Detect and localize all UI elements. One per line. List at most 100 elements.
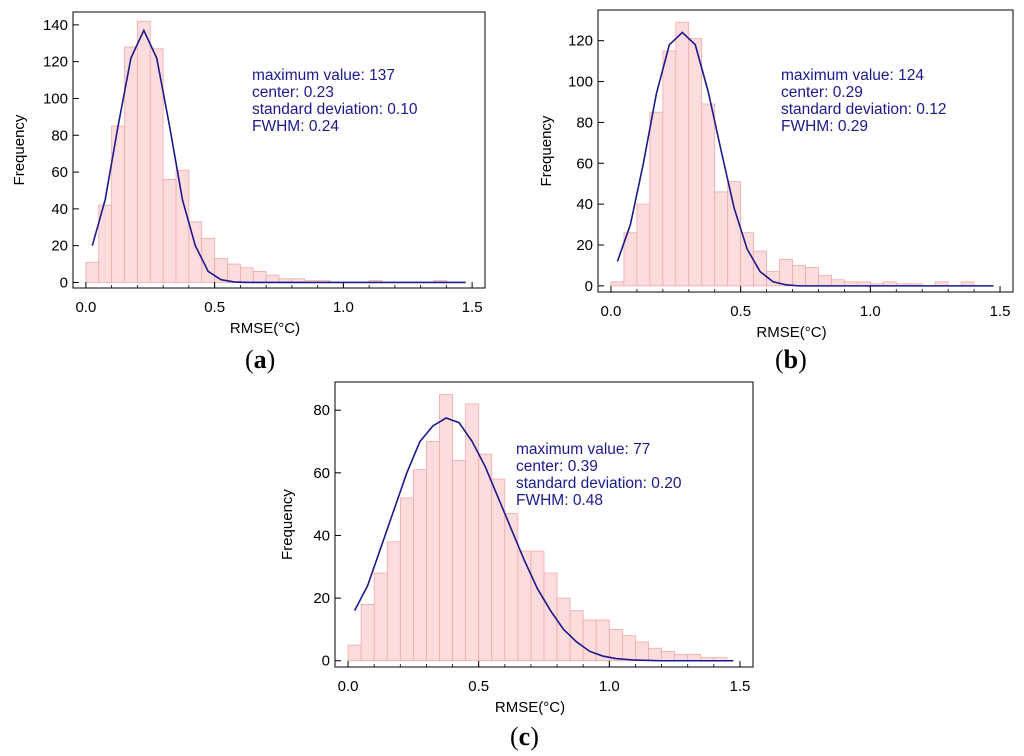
histogram-bar	[661, 650, 676, 662]
x-tick-label: 1.5	[990, 303, 1011, 320]
y-tick-label: 0	[60, 274, 68, 291]
histogram-bar	[674, 654, 689, 662]
panel-label-letter: b	[784, 345, 798, 374]
y-tick-label: 80	[313, 402, 330, 419]
annotation-line: FWHM: 0.48	[516, 492, 603, 509]
histogram-bar	[426, 441, 440, 662]
histogram-bar	[201, 237, 216, 283]
y-tick-label: 0	[585, 278, 593, 295]
gaussian-fit-line	[353, 417, 734, 662]
histogram-bar	[399, 497, 414, 662]
histogram-bar	[439, 394, 453, 662]
y-tick-label: 60	[576, 155, 593, 172]
annotation-line: standard deviation: 0.12	[781, 101, 946, 118]
annotation-line: maximum value: 77	[516, 441, 650, 458]
histogram-bar	[831, 279, 845, 287]
gaussian-fit-line	[91, 28, 466, 284]
panel-label-letter: c	[519, 722, 531, 751]
histogram-bar	[136, 20, 151, 283]
histogram-bar	[265, 274, 280, 283]
histogram-bar	[648, 647, 662, 662]
panel-label-close: )	[267, 345, 276, 374]
histogram-bar	[504, 513, 519, 662]
annotation-line: maximum value: 124	[781, 67, 924, 84]
annotation-line: FWHM: 0.24	[252, 118, 339, 135]
annotation-line: FWHM: 0.29	[781, 118, 868, 135]
histogram-bar	[582, 619, 597, 662]
panel-a: 0.0 0.5 1.0 1.5 0 20 40 60 80 100 120 140 RMSE(°C) Fr…	[11, 11, 486, 374]
panel-label-open: (	[510, 722, 519, 751]
histogram-bar	[621, 635, 636, 662]
annotation-line: center: 0.29	[781, 84, 863, 101]
histogram-bar	[386, 541, 401, 662]
histogram-bar	[373, 572, 388, 662]
x-tick-label: 0.0	[338, 678, 359, 695]
histogram-bar	[412, 469, 427, 662]
histogram-bar	[610, 281, 625, 287]
y-axis-label: Frequency	[538, 115, 555, 186]
histogram-bar	[85, 261, 100, 283]
x-axis-label: RMSE(°C)	[756, 324, 826, 341]
histogram-bar	[805, 267, 819, 287]
y-tick-label: 100	[43, 90, 68, 107]
panel-c: 0.0 0.5 1.0 1.5 0 20 40 60 80 RMSE(°C) Frequency ma…	[279, 381, 754, 751]
y-tick-label: 60	[313, 465, 330, 482]
histogram-bar	[688, 38, 703, 287]
histogram-bar	[608, 629, 623, 662]
histogram-bar	[714, 191, 729, 287]
plot-frame	[597, 9, 1014, 293]
panel-label: (a)	[245, 345, 275, 374]
annotation-line: maximum value: 137	[252, 67, 395, 84]
histogram-bar	[753, 250, 768, 287]
histogram-bar	[569, 610, 584, 662]
panel-label-open: (	[775, 345, 784, 374]
gaussian-fit-line	[616, 31, 994, 287]
histogram-bar	[517, 550, 532, 662]
histogram-bar	[636, 203, 651, 287]
x-tick-label: 1.0	[599, 678, 620, 695]
histogram-bar	[149, 48, 164, 283]
x-tick-label: 1.0	[333, 299, 354, 316]
y-tick-label: 100	[568, 74, 593, 91]
y-axis-label: Frequency	[11, 114, 28, 185]
histogram-bar	[792, 265, 806, 287]
histogram-bar	[162, 179, 177, 283]
plot-frame	[72, 11, 486, 289]
histogram-bar	[675, 21, 690, 287]
histogram-bar	[662, 50, 677, 287]
x-tick-label: 0.5	[204, 299, 225, 316]
histogram-bar	[227, 263, 241, 283]
x-tick-label: 0.5	[730, 303, 751, 320]
bars	[610, 21, 975, 287]
y-tick-label: 60	[51, 164, 68, 181]
y-tick-label: 80	[51, 127, 68, 144]
histogram-bar	[740, 232, 755, 287]
plot-frame	[334, 381, 754, 668]
histogram-bar	[175, 169, 190, 283]
histogram-bar	[635, 641, 649, 662]
histogram-bar	[687, 654, 702, 662]
x-tick-label: 1.0	[860, 303, 881, 320]
y-tick-label: 120	[43, 54, 68, 71]
y-tick-label: 120	[568, 33, 593, 50]
y-tick-label: 40	[51, 201, 68, 218]
panel-label-open: (	[245, 345, 254, 374]
panel-label-close: )	[530, 722, 539, 751]
histogram-bar	[347, 644, 362, 662]
annotation-line: center: 0.39	[516, 458, 598, 475]
histogram-bar	[727, 181, 742, 287]
y-tick-label: 20	[51, 238, 68, 255]
panel-b: 0.0 0.5 1.0 1.5 0 20 40 60 80 100 120 RMSE(°C) Frequ…	[538, 9, 1014, 374]
histogram-bar	[452, 459, 467, 662]
histogram-bar	[491, 478, 506, 662]
histogram-bar	[252, 271, 267, 283]
y-tick-label: 140	[43, 17, 68, 34]
histogram-bar	[239, 267, 254, 283]
histogram-bar	[530, 550, 545, 662]
y-tick-label: 40	[576, 196, 593, 213]
x-tick-label: 1.5	[462, 299, 483, 316]
